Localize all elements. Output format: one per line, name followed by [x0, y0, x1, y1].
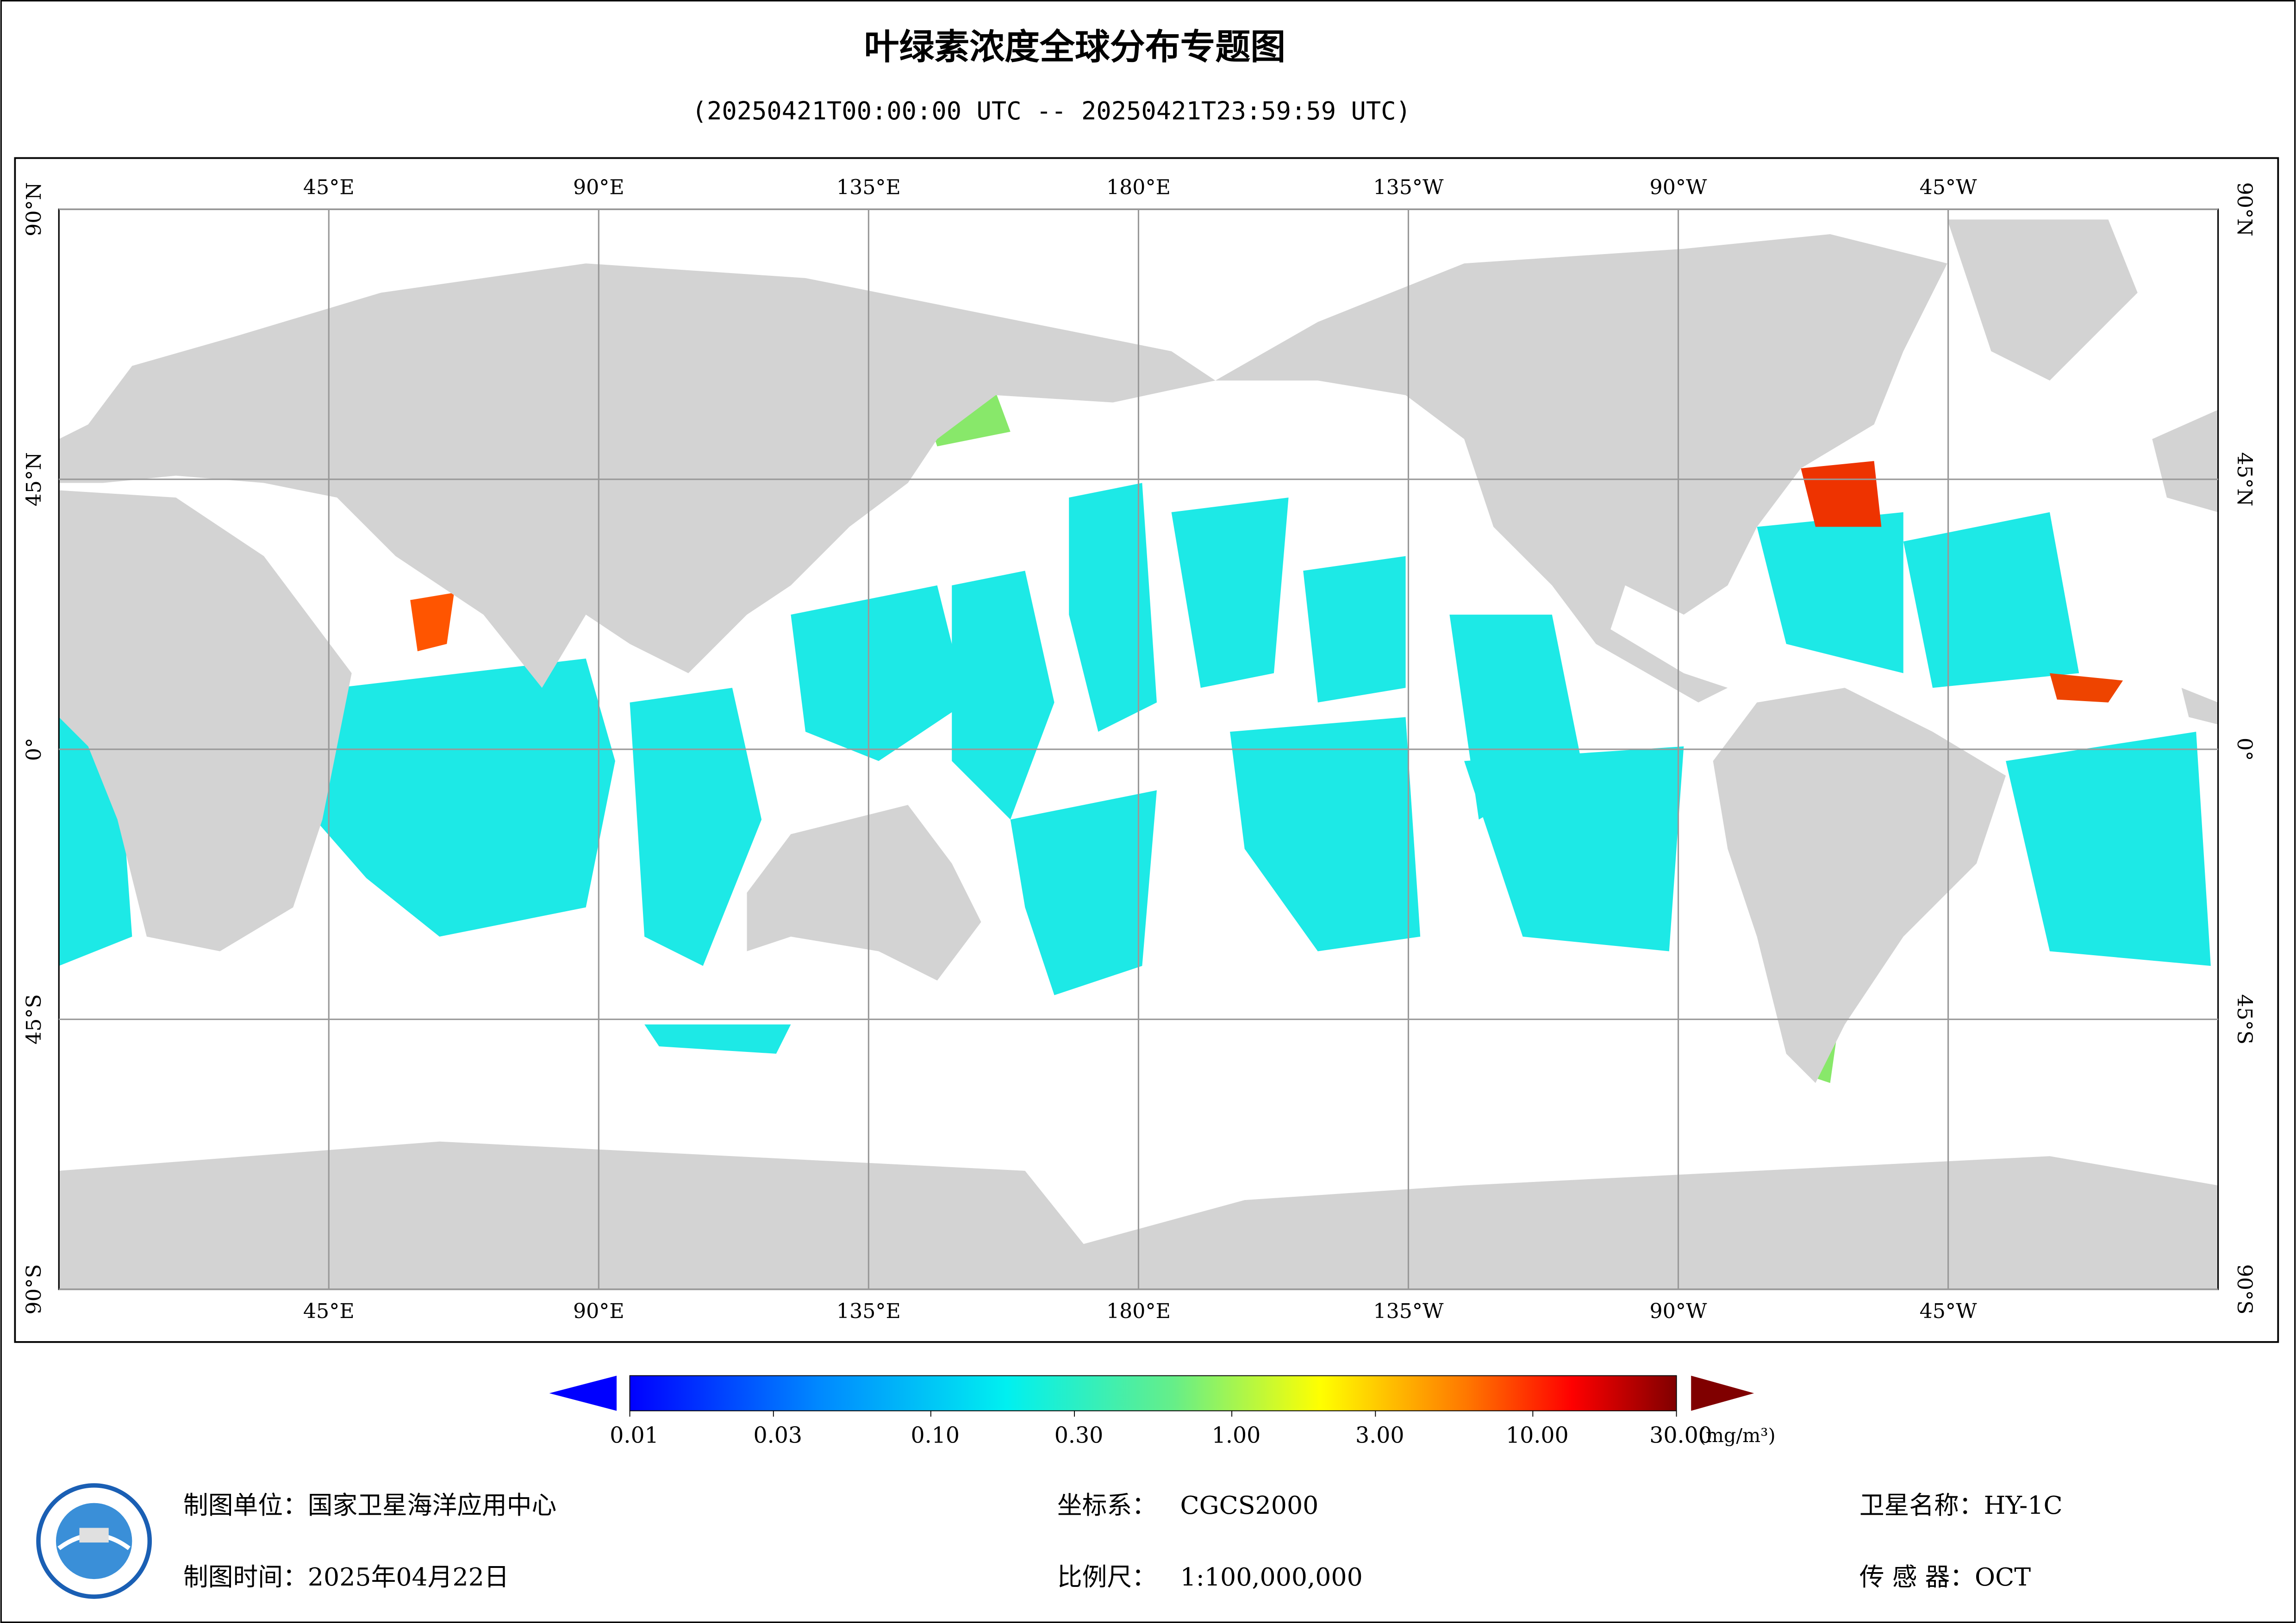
lon-label-top: 90°W [1650, 175, 1707, 199]
logo [36, 1483, 152, 1599]
lon-label-top: 135°E [836, 175, 901, 199]
lat-label-left: 90°N [22, 182, 46, 236]
lat-label-left: 0° [22, 738, 46, 761]
footer-value: 1:100,000,000 [1180, 1562, 1363, 1592]
colorbar-tick-label: 3.00 [1355, 1423, 1404, 1448]
lat-label-right: 0° [2233, 738, 2256, 761]
lon-label-top: 45°E [303, 175, 355, 199]
title: 叶绿素浓度全球分布专题图 [864, 26, 1286, 68]
colorbar-unit: (mg/m³) [1698, 1424, 1776, 1447]
footer-label: 传 感 器： [1859, 1562, 1975, 1592]
chlorophyll-patches [59, 392, 2211, 1083]
lon-label-top: 180°E [1106, 175, 1171, 199]
lon-label-bottom: 180°E [1106, 1300, 1171, 1323]
colorbar-tick-label: 10.00 [1506, 1423, 1569, 1448]
colorbar-tick-label: 0.30 [1054, 1423, 1104, 1448]
colorbar-tick-label: 0.10 [911, 1423, 960, 1448]
footer-value: 国家卫星海洋应用中心 [308, 1491, 557, 1520]
chl-high-patch [2049, 673, 2123, 703]
lon-label-bottom: 45°E [303, 1300, 355, 1323]
footer-value: HY-1C [1984, 1491, 2063, 1520]
map-layers [59, 219, 2218, 1289]
colorbar-tick-label: 30.00 [1649, 1423, 1712, 1448]
colorbar-over-arrow [1691, 1375, 1754, 1411]
lon-label-bottom: 135°E [836, 1300, 901, 1323]
colorbar [629, 1375, 1677, 1412]
footer-label: 比例尺： [1057, 1562, 1157, 1592]
footer-label: 制图单位： [183, 1491, 308, 1520]
colorbar-tick-label: 1.00 [1212, 1423, 1261, 1448]
lat-label-left: 90°S [22, 1264, 46, 1315]
lat-label-right: 90°S [2233, 1264, 2256, 1315]
lon-label-top: 90°E [573, 175, 624, 199]
lat-label-left: 45°S [22, 994, 46, 1045]
lon-label-bottom: 90°W [1650, 1300, 1707, 1323]
lon-label-top: 135°W [1373, 175, 1444, 199]
footer-label: 坐标系： [1057, 1491, 1157, 1520]
colorbar-tick-label: 0.03 [753, 1423, 802, 1448]
lon-label-bottom: 135°W [1373, 1300, 1444, 1323]
lon-label-bottom: 45°W [1920, 1300, 1977, 1323]
lat-label-right: 90°N [2233, 182, 2256, 236]
footer-value: 2025年04月22日 [308, 1562, 509, 1592]
colorbar-tick-label: 0.01 [610, 1423, 659, 1448]
footer-value: OCT [1975, 1562, 2031, 1592]
footer-value: CGCS2000 [1180, 1491, 1319, 1520]
chl-high-patch [410, 592, 455, 652]
lat-label-left: 45°N [22, 452, 46, 506]
footer-label: 卫星名称： [1859, 1491, 1984, 1520]
lon-label-bottom: 90°E [573, 1300, 624, 1323]
lat-label-right: 45°N [2233, 452, 2256, 506]
colorbar-under-arrow [549, 1375, 617, 1411]
map-frame [14, 157, 2279, 1343]
lon-label-top: 45°W [1920, 175, 1977, 199]
chl-high-patch [1801, 461, 1882, 527]
lat-label-right: 45°S [2233, 994, 2256, 1045]
footer-label: 制图时间： [183, 1562, 308, 1592]
subtitle: (20250421T00:00:00 UTC -- 20250421T23:59… [692, 96, 1411, 125]
